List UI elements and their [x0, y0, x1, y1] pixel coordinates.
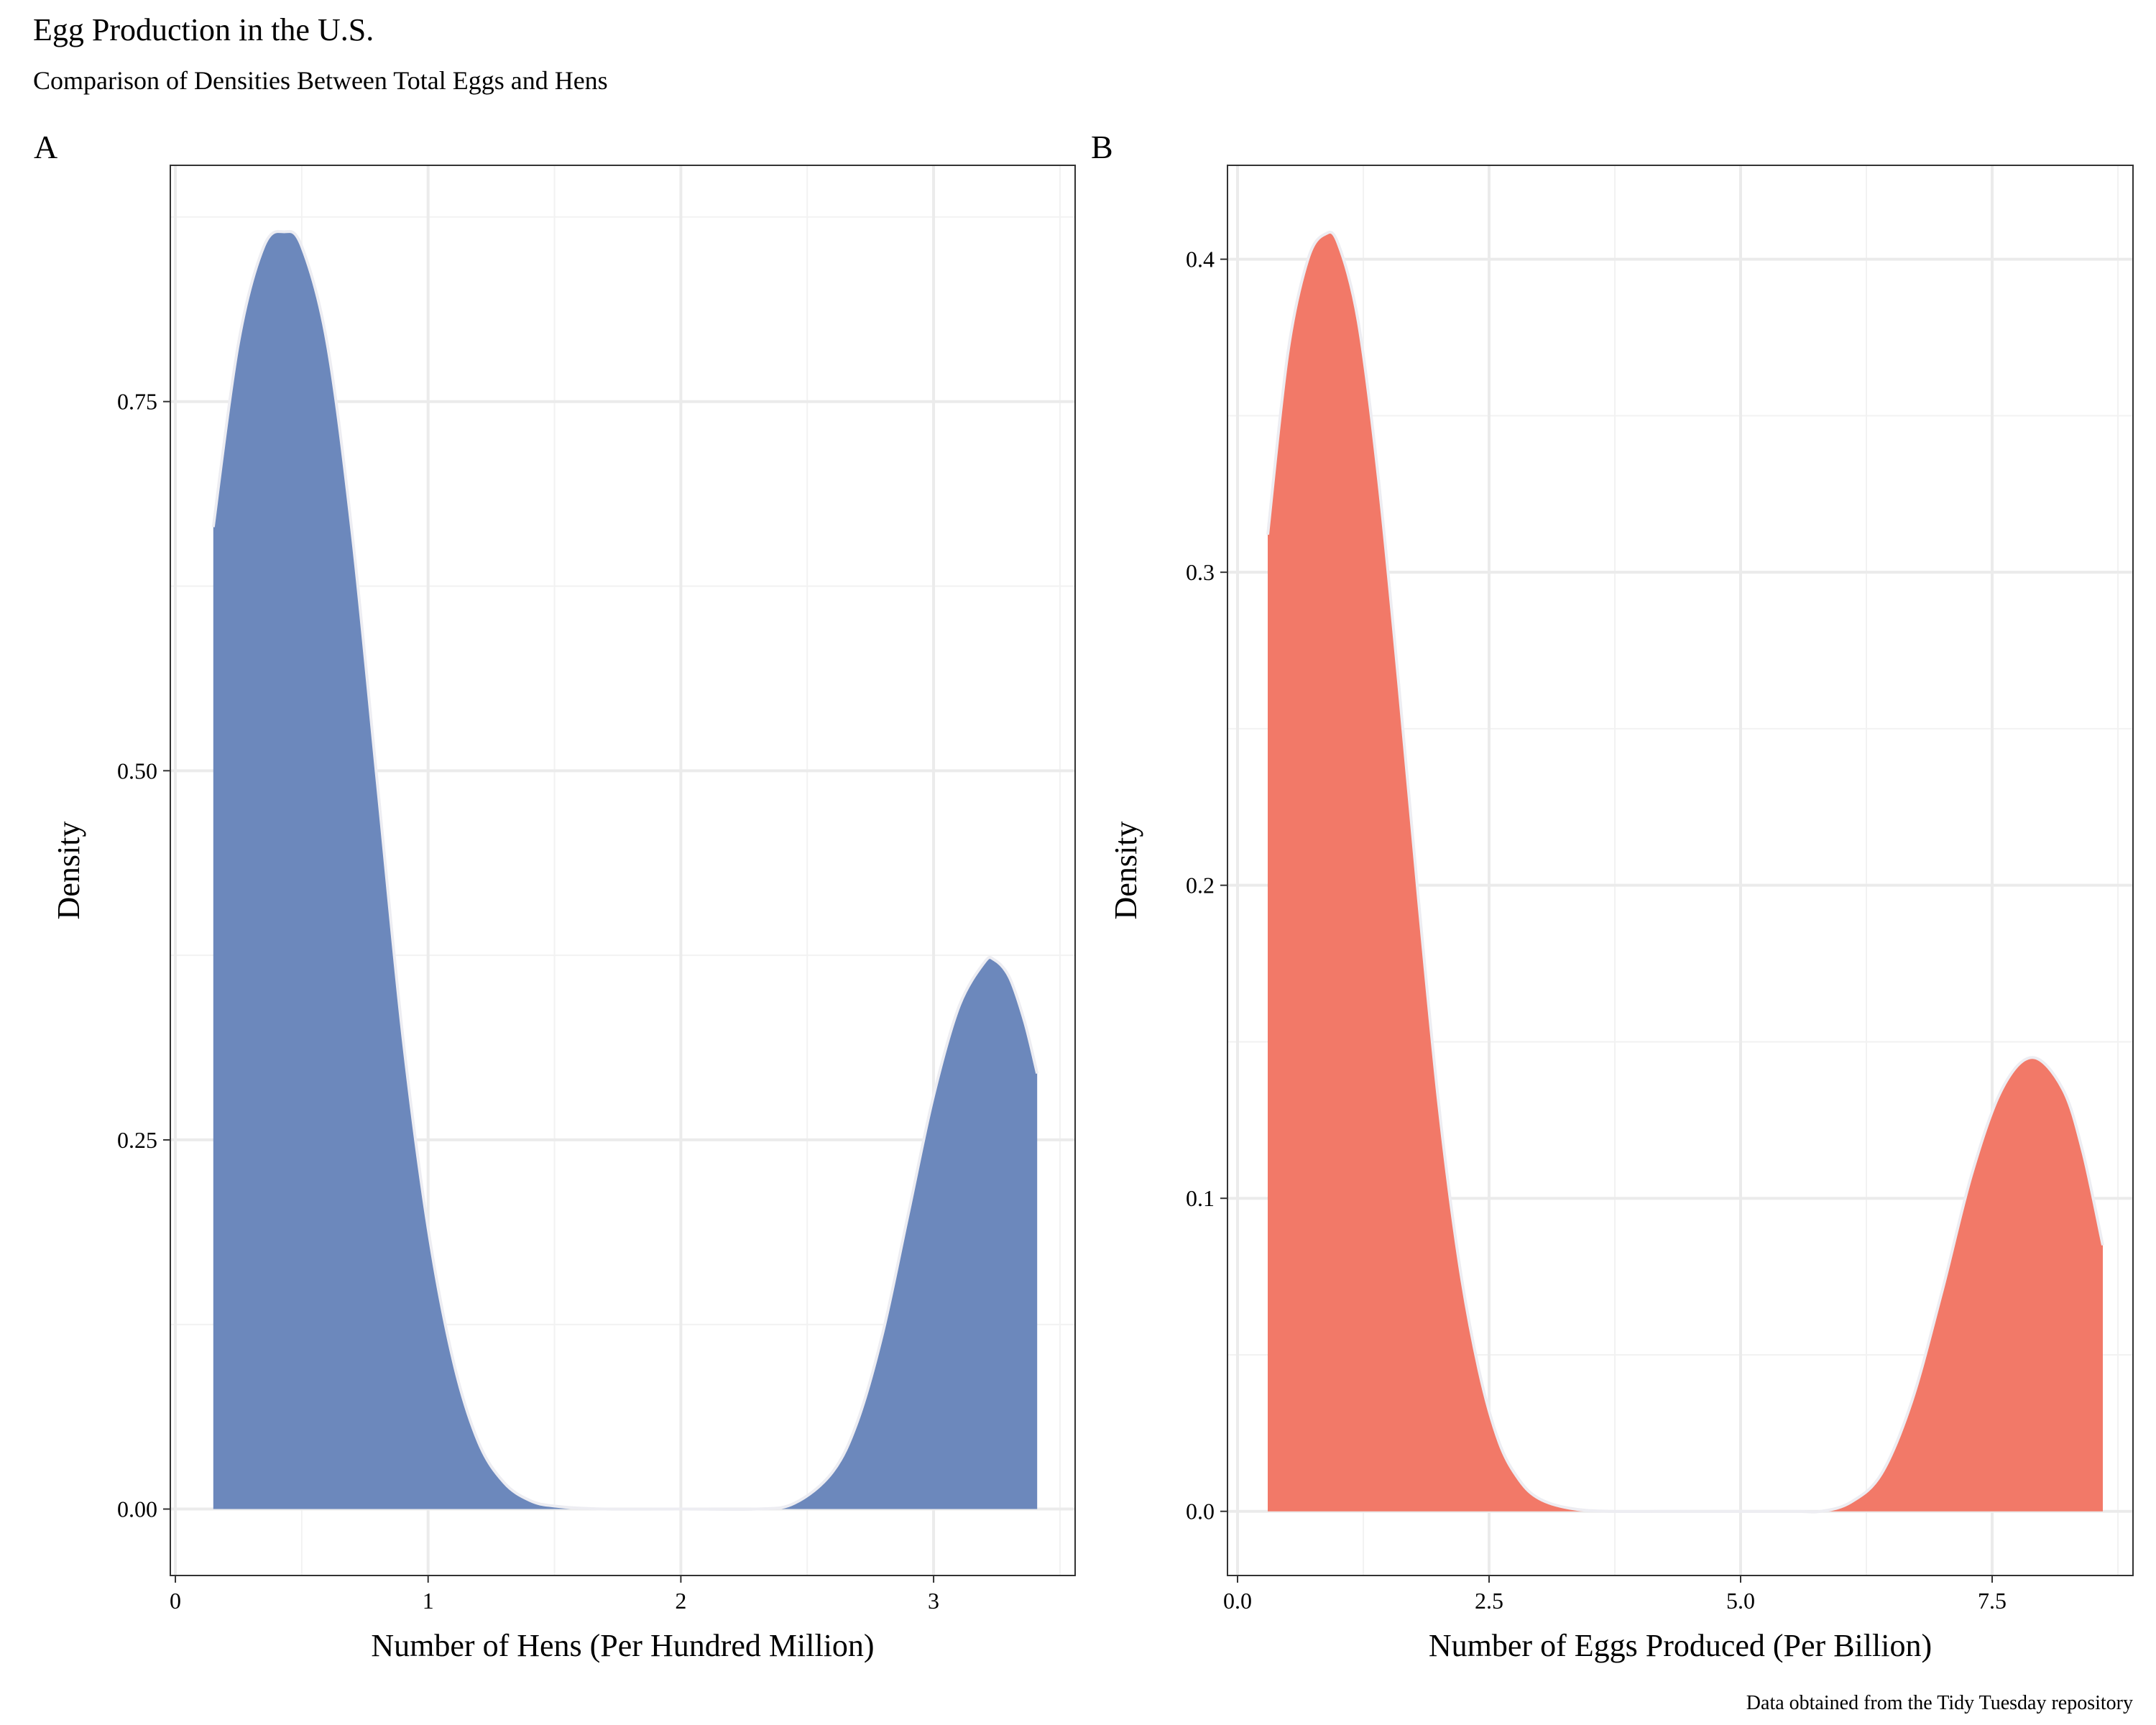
density-outline — [1266, 231, 2104, 1514]
y-tick-label: 0.25 — [117, 1127, 157, 1153]
x-axis-title: Number of Hens (Per Hundred Million) — [371, 1628, 874, 1663]
y-axis-title: Density — [1108, 822, 1143, 920]
density-area — [213, 231, 1038, 1510]
x-tick-label: 0.0 — [1223, 1588, 1252, 1614]
y-tick-label: 0.2 — [1186, 873, 1215, 898]
panel-tag: A — [34, 129, 57, 165]
panel-border — [170, 165, 1076, 1576]
x-axis-title: Number of Eggs Produced (Per Billion) — [1429, 1628, 1932, 1663]
x-tick-label: 2 — [675, 1588, 686, 1614]
panel-a: 0 1 2 3 0.00 0.25 0.50 0.75 Number of Hens (Per … — [34, 129, 1076, 1663]
y-tick-label: 0.50 — [117, 758, 157, 783]
x-tick-label: 2.5 — [1475, 1588, 1503, 1614]
chart-subtitle: Comparison of Densities Between Total Eg… — [33, 66, 608, 95]
y-tick-label: 0.4 — [1186, 247, 1215, 272]
panel-border — [1227, 165, 2134, 1576]
y-tick-label: 0.3 — [1186, 559, 1215, 585]
x-tick-label: 0 — [170, 1588, 181, 1614]
y-axis-title: Density — [51, 822, 86, 920]
y-tick-label: 0.75 — [117, 389, 157, 415]
panel-b: 0.0 2.5 5.0 7.5 0.0 0.1 0.2 0.3 0.4 Number of Egg… — [1091, 129, 2134, 1663]
x-tick-label: 1 — [423, 1588, 434, 1614]
panel-tag: B — [1091, 129, 1113, 165]
density-area — [1268, 232, 2103, 1512]
y-tick-label: 0.00 — [117, 1496, 157, 1522]
chart-title: Egg Production in the U.S. — [33, 12, 374, 47]
density-outline — [211, 230, 1039, 1512]
caption: Data obtained from the Tidy Tuesday repo… — [1746, 1692, 2133, 1714]
x-tick-label: 3 — [928, 1588, 939, 1614]
x-tick-label: 7.5 — [1978, 1588, 2007, 1614]
x-tick-label: 5.0 — [1726, 1588, 1755, 1614]
y-tick-label: 0.0 — [1186, 1499, 1215, 1524]
y-tick-label: 0.1 — [1186, 1185, 1215, 1211]
